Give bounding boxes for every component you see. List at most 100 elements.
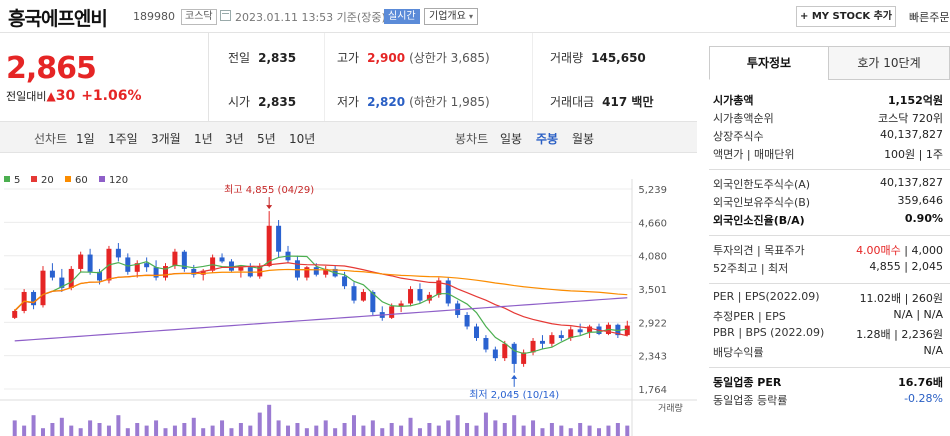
candle-body: [172, 251, 178, 267]
period-1y[interactable]: 1년: [194, 132, 213, 146]
volume-bar: [31, 415, 36, 436]
high-price: 고가 2,900 (상한가 3,685): [337, 51, 490, 65]
stock-name[interactable]: 흥국에프엔비: [8, 8, 108, 30]
volume-bar: [78, 428, 83, 436]
candle-body: [408, 289, 414, 304]
realtime-badge[interactable]: 실시간: [384, 9, 420, 24]
candle-body: [624, 325, 630, 336]
period-10y[interactable]: 10년: [289, 132, 316, 146]
low-arrow-icon: [511, 374, 518, 379]
candlestick-chart[interactable]: 5,239 4,660 4,080 3,501 2,922 2,343 1,764 5 20 60…: [0, 153, 697, 436]
low-annotation: 최저 2,045 (10/14): [469, 389, 559, 401]
volume-bar: [295, 423, 300, 436]
info-tabs: 투자정보 호가 10단계: [709, 46, 950, 80]
info-label: 추정PER | EPS: [713, 310, 786, 323]
candle-monthly[interactable]: 월봉: [572, 132, 595, 146]
candle-body: [483, 338, 489, 350]
legend-swatch: [65, 176, 71, 182]
info-label: 외국인소진율(B/A): [713, 214, 805, 227]
candle-weekly[interactable]: 주봉: [536, 132, 559, 146]
candle-body: [445, 280, 451, 304]
candle-chart-label: 봉차트: [455, 132, 489, 146]
volume-bar: [465, 423, 470, 436]
info-label: 상장주식수: [713, 130, 764, 143]
change-label: 전일대비: [6, 90, 47, 103]
candle-body: [568, 329, 574, 339]
info-row: 시가총액순위 코스닥 720위: [713, 110, 943, 128]
volume-bar: [229, 428, 234, 436]
info-label: 투자의견 | 목표주가: [713, 244, 805, 257]
candle-body: [474, 326, 479, 339]
info-label: 시가총액: [713, 94, 754, 107]
info-row: 시가총액 1,152억원: [713, 92, 943, 110]
volume-bar: [389, 423, 394, 436]
volume-bar: [474, 425, 479, 436]
info-value: 359,646: [897, 194, 944, 207]
info-value: 1,152억원: [887, 94, 943, 107]
candle-body: [40, 270, 46, 306]
candle-daily[interactable]: 일봉: [500, 132, 523, 146]
candle-body: [144, 263, 150, 268]
info-row: 52주최고 | 최저 4,855 | 2,045: [713, 260, 943, 278]
candle-body: [276, 225, 282, 252]
volume-bar: [483, 412, 488, 436]
legend-swatch: [4, 176, 10, 182]
info-label: 동일업종 등락률: [713, 394, 788, 407]
info-row: 배당수익률 N/A: [713, 344, 943, 362]
candle-body: [511, 343, 517, 364]
info-value: 40,137,827: [880, 176, 943, 189]
candle-body: [436, 280, 442, 295]
candle-body: [342, 276, 348, 287]
period-1d[interactable]: 1일: [76, 132, 95, 146]
volume-bar: [399, 425, 404, 436]
volume-bar: [59, 417, 64, 436]
candle-body: [577, 329, 583, 333]
period-1w[interactable]: 1주일: [108, 132, 138, 146]
y-tick-label: 5,239: [638, 185, 667, 196]
candle-body: [163, 266, 168, 278]
calendar-icon: [220, 10, 231, 21]
moving-average-line: [14, 268, 628, 311]
info-row: 동일업종 등락률 -0.28%: [713, 392, 943, 410]
add-my-stock-button[interactable]: + MY STOCK 추가: [796, 6, 896, 27]
info-row: 액면가 | 매매단위 100원 | 1주: [713, 146, 943, 164]
candle-body: [294, 260, 300, 278]
volume-bar: [201, 428, 206, 436]
candle-body: [558, 335, 564, 339]
company-overview-dropdown[interactable]: 기업개요 ▾: [424, 8, 479, 25]
candle-body: [492, 349, 498, 359]
volume-bar: [172, 425, 177, 436]
volume-bar: [88, 420, 93, 436]
period-3m[interactable]: 3개월: [151, 132, 181, 146]
volume-bar: [333, 428, 338, 436]
candle-body: [12, 310, 18, 318]
current-price: 2,865: [6, 51, 97, 86]
volume-bar: [276, 420, 281, 436]
title-bar: 흥국에프엔비 189980 코스닥 2023.01.11 13:53 기준(장중…: [0, 0, 950, 33]
info-row: 동일업종 PER 16.76배: [713, 374, 943, 392]
candle-body: [266, 225, 272, 267]
low-price: 저가 2,820 (하한가 1,985): [337, 95, 490, 109]
volume-bar: [427, 423, 432, 436]
tab-orderbook[interactable]: 호가 10단계: [828, 46, 950, 80]
period-3y[interactable]: 3년: [225, 132, 244, 146]
legend-label: 120: [109, 175, 128, 186]
quick-order-link[interactable]: 빠른주문: [909, 11, 950, 24]
legend-label: 20: [41, 175, 54, 186]
info-label: 동일업종 PER: [713, 376, 782, 389]
volume-bar: [191, 417, 196, 436]
price-chart[interactable]: 5,239 4,660 4,080 3,501 2,922 2,343 1,764 5 20 60…: [0, 153, 697, 436]
legend-swatch: [99, 176, 105, 182]
period-5y[interactable]: 5년: [257, 132, 276, 146]
legend-swatch: [31, 176, 37, 182]
up-triangle-icon: ▲: [46, 89, 56, 103]
volume-bar: [597, 428, 602, 436]
tab-investment-info[interactable]: 투자정보: [709, 46, 829, 80]
price-change: 전일대비▲30 +1.06%: [6, 88, 142, 104]
candle-body: [360, 291, 366, 301]
info-row: 추정PER | EPS N/A | N/A: [713, 308, 943, 326]
info-label: PBR | BPS (2022.09): [713, 326, 825, 339]
volume-bar: [380, 428, 385, 436]
info-value: 40,137,827: [880, 128, 943, 141]
